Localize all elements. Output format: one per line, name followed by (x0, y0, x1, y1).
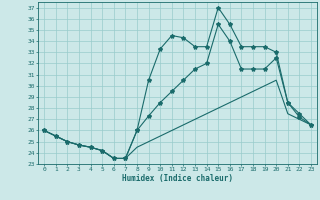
X-axis label: Humidex (Indice chaleur): Humidex (Indice chaleur) (122, 174, 233, 183)
